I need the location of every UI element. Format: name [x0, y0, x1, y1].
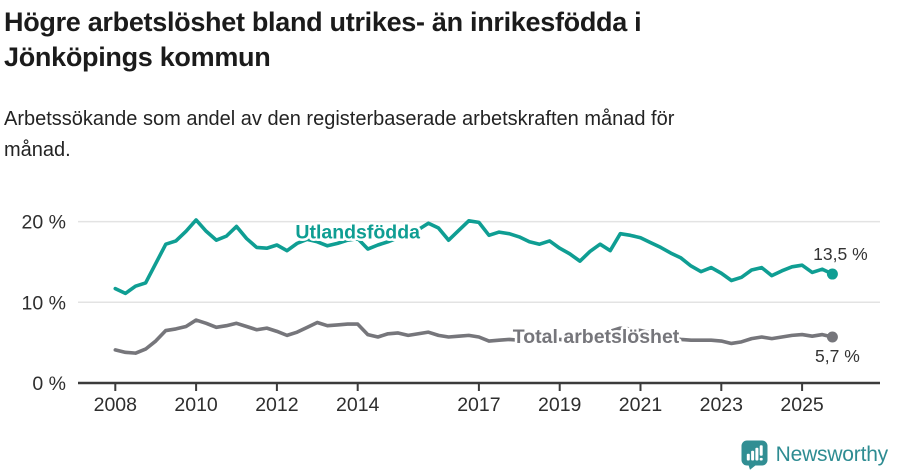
series-end-dot-utlandsf-dda: [826, 268, 838, 280]
x-axis-tick-label: 2025: [780, 394, 824, 416]
series-end-dot-total-arbetsl-shet: [826, 331, 838, 343]
page-title: Högre arbetslöshet bland utrikes- än inr…: [4, 5, 864, 75]
y-axis-tick-label: 10 %: [22, 292, 66, 314]
end-value-label-utlandsf-dda: 13,5 %: [813, 244, 867, 264]
x-axis-tick-label: 2010: [174, 394, 218, 416]
series-label-utlandsf-dda: Utlandsfödda: [295, 221, 420, 243]
x-axis-tick-label: 2021: [619, 394, 662, 416]
y-axis-tick-label: 0 %: [32, 373, 66, 395]
x-axis-tick-label: 2019: [538, 394, 581, 416]
page-subtitle: Arbetssökande som andel av den registerb…: [4, 104, 804, 166]
newsworthy-wordmark: Newsworthy: [775, 443, 889, 466]
newsworthy-icon: [741, 440, 768, 470]
series-line-total-arbetsl-shet: [113, 318, 835, 355]
x-axis-tick-label: 2023: [700, 394, 743, 416]
newsworthy-logo[interactable]: Newsworthy: [741, 440, 888, 470]
page-subtitle-line1: Arbetssökande som andel av den registerb…: [4, 108, 675, 130]
series-line-utlandsf-dda: [113, 218, 835, 296]
x-axis-tick-label: 2014: [336, 394, 380, 416]
x-axis-tick-label: 2012: [255, 394, 298, 416]
page-title-line2: Jönköpings kommun: [4, 42, 271, 72]
x-axis-tick-label: 2008: [94, 394, 137, 416]
end-value-label-total-arbetsl-shet: 5,7 %: [815, 346, 860, 366]
y-axis-tick-label: 20 %: [22, 212, 66, 234]
x-axis-tick-label: 2017: [457, 394, 500, 416]
line-chart: 0 % 10 % 20 % 2008 2010 2012 2014 2017 2019 2021 2…: [22, 212, 880, 416]
page-subtitle-line2: månad.: [4, 139, 71, 161]
series-label-total-arbetsl-shet: Total arbetslöshet: [513, 326, 680, 348]
page-title-line1: Högre arbetslöshet bland utrikes- än inr…: [4, 7, 642, 37]
